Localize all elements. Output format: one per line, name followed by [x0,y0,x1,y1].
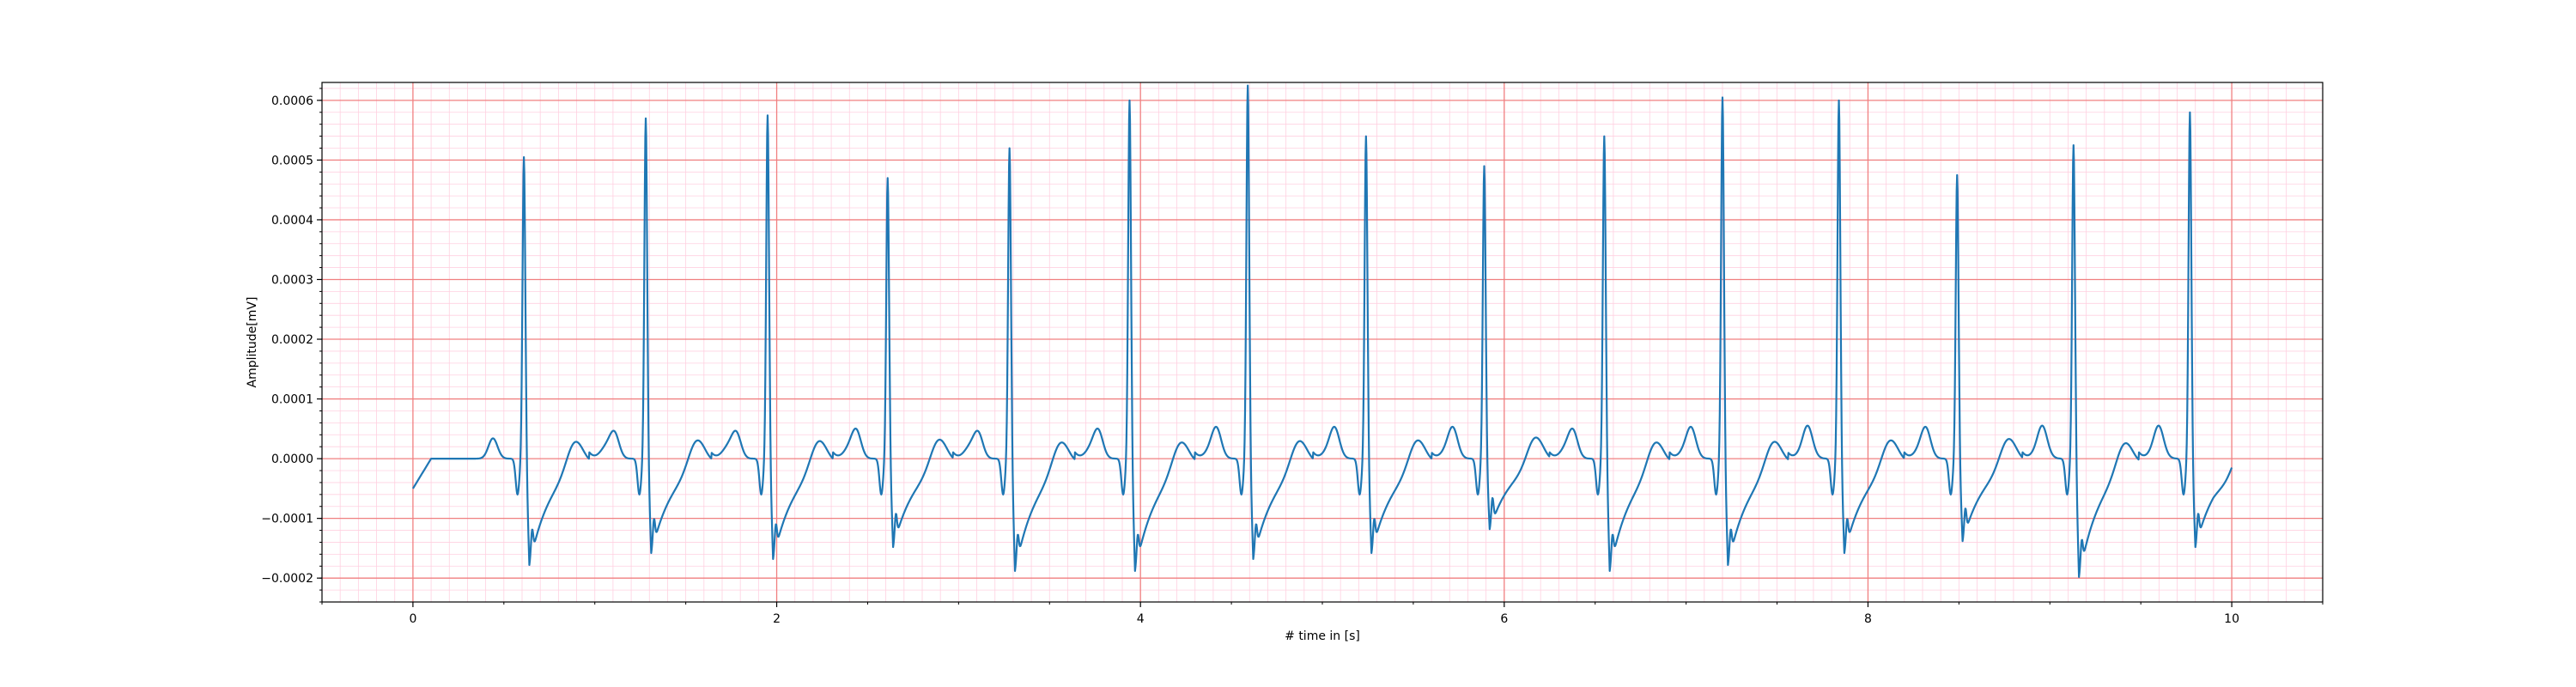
x-tick-label: 0 [409,612,416,626]
y-tick-label: 0.0000 [271,453,313,466]
y-tick-label: 0.0004 [271,214,313,228]
x-tick-label: 10 [2224,612,2239,626]
x-tick-label: 8 [1864,612,1872,626]
y-axis-ticks: −0.0002 −0.0001 0.0000 0.0001 0.0002 0.0003 0.… [261,88,322,603]
y-tick-label: 0.0006 [271,94,313,108]
x-axis-ticks: 0 2 4 6 8 10 [321,602,2324,626]
plot-area [411,84,2233,578]
y-tick-label: −0.0002 [261,572,313,586]
y-tick-label: 0.0005 [271,154,313,167]
y-tick-label: 0.0002 [271,333,313,347]
x-tick-label: 4 [1137,612,1145,626]
x-tick-label: 6 [1500,612,1508,626]
y-axis-label: Amplitude[mV] [246,297,259,388]
y-tick-label: 0.0003 [271,273,313,287]
y-tick-label: 0.0001 [271,393,313,407]
ecg-series-line [411,84,2233,578]
x-axis-label: # time in [s] [1285,629,1360,643]
y-tick-label: −0.0001 [261,513,313,526]
x-tick-label: 2 [773,612,781,626]
major-grid [322,82,2323,602]
